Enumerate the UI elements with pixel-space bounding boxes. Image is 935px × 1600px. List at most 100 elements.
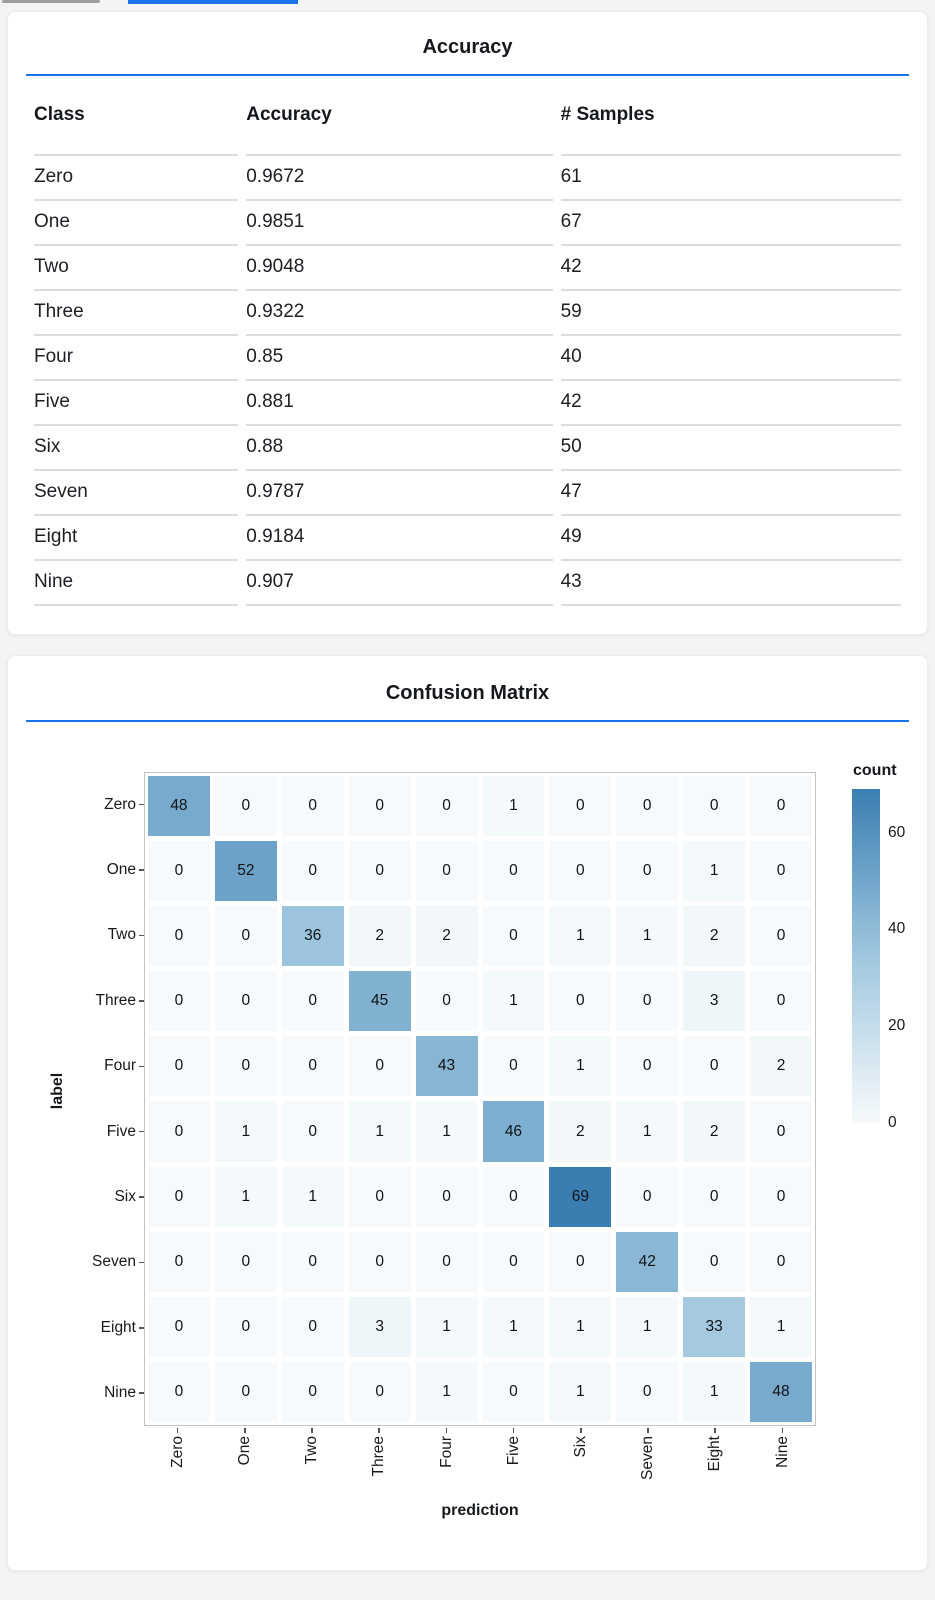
- matrix-cell: 0: [750, 906, 812, 967]
- tab-indicator-inactive[interactable]: [2, 0, 100, 3]
- matrix-cell: 2: [683, 1101, 746, 1162]
- x-tick: Four: [413, 1428, 480, 1480]
- matrix-cell: 0: [616, 1361, 679, 1422]
- y-tick-label: Zero: [32, 772, 144, 837]
- matrix-cell: 1: [214, 1166, 277, 1227]
- y-tick-label: Seven: [32, 1230, 144, 1295]
- table-cell: 0.9048: [246, 246, 553, 291]
- matrix-cell: 0: [348, 1166, 411, 1227]
- column-header-class: Class: [34, 104, 239, 156]
- y-tick-mark: [139, 803, 144, 806]
- matrix-cell: 0: [214, 1231, 277, 1292]
- x-axis-title: prediction: [441, 1502, 519, 1519]
- x-tick-mark: [378, 1428, 380, 1433]
- x-tick: Seven: [614, 1428, 681, 1480]
- matrix-cell: 45: [348, 971, 411, 1032]
- x-tick: Three: [346, 1428, 413, 1480]
- table-cell: 42: [560, 381, 901, 426]
- y-tick-label: Two: [32, 903, 144, 968]
- matrix-cell: 0: [214, 906, 277, 967]
- x-tick-mark: [244, 1428, 246, 1433]
- x-tick-label: Seven: [639, 1436, 657, 1480]
- matrix-cell: 0: [348, 776, 411, 837]
- y-tick-mark: [139, 1392, 144, 1394]
- legend-title: count: [853, 762, 897, 779]
- y-tick-label: Three: [32, 968, 144, 1033]
- matrix-cell: 0: [549, 841, 612, 902]
- table-cell: 50: [560, 426, 901, 471]
- matrix-cell: 0: [348, 841, 411, 902]
- matrix-cell: 0: [148, 906, 210, 967]
- matrix-cell: 0: [148, 1036, 210, 1097]
- matrix-cell: 0: [281, 1036, 344, 1097]
- table-cell: Zero: [34, 156, 239, 201]
- table-cell: Eight: [34, 516, 239, 561]
- color-legend: count 0 20 40 60: [852, 762, 935, 1131]
- title-underline: [26, 720, 909, 722]
- x-tick: Six: [547, 1428, 614, 1480]
- column-header-samples: # Samples: [560, 104, 901, 156]
- table-row: Two 0.9048 42: [34, 246, 901, 291]
- matrix-cell: 0: [616, 1166, 679, 1227]
- matrix-cell: 0: [549, 971, 612, 1032]
- accuracy-table: Class Accuracy # Samples Zero 0.9672 61 One…: [26, 104, 909, 606]
- x-tick-label: One: [236, 1436, 254, 1466]
- y-tick-mark: [139, 1065, 144, 1067]
- y-tick-mark: [139, 1130, 144, 1133]
- x-tick-mark: [512, 1428, 515, 1433]
- matrix-cell: 1: [549, 906, 612, 967]
- matrix-cell: 1: [616, 1101, 679, 1162]
- x-tick-mark: [311, 1428, 313, 1433]
- matrix-cell: 69: [549, 1166, 612, 1227]
- table-cell: 0.9672: [246, 156, 553, 201]
- table-cell: 0.85: [246, 336, 553, 381]
- matrix-cell: 0: [214, 971, 277, 1032]
- matrix-cell: 0: [281, 1231, 344, 1292]
- x-tick-label: Eight: [706, 1436, 724, 1472]
- table-cell: 0.9322: [246, 291, 553, 336]
- matrix-cell: 0: [148, 971, 210, 1032]
- x-tick-mark: [445, 1428, 448, 1433]
- matrix-cell: 0: [281, 841, 344, 902]
- x-tick-label: Zero: [168, 1436, 186, 1468]
- table-row: Eight 0.9184 49: [34, 516, 901, 561]
- matrix-cell: 1: [482, 971, 545, 1032]
- matrix-cell: 42: [616, 1231, 679, 1292]
- matrix-cell: 0: [549, 1231, 612, 1292]
- matrix-cell: 0: [683, 1166, 746, 1227]
- matrix-cell: 0: [214, 1361, 277, 1422]
- matrix-cell: 0: [281, 971, 344, 1032]
- matrix-cell: 0: [482, 1036, 545, 1097]
- matrix-cell: 0: [281, 776, 344, 837]
- table-cell: 61: [560, 156, 901, 201]
- matrix-cell: 3: [348, 1296, 411, 1357]
- x-tick-mark: [176, 1428, 179, 1433]
- table-row: Three 0.9322 59: [34, 291, 901, 336]
- matrix-cell: 0: [616, 841, 679, 902]
- matrix-cell: 1: [616, 1296, 679, 1357]
- matrix-cell: 33: [683, 1296, 746, 1357]
- x-tick: Nine: [749, 1428, 816, 1480]
- matrix-cell: 0: [415, 841, 478, 902]
- tab-indicator-active[interactable]: [128, 0, 298, 4]
- table-cell: Five: [34, 381, 239, 426]
- x-tick-label: Four: [437, 1436, 455, 1468]
- matrix-cell: 0: [750, 841, 812, 902]
- matrix-cell: 48: [750, 1361, 812, 1422]
- y-axis-tick-labels: Zero One Two Three Four Five Six Seven Eight Nine: [32, 772, 144, 1426]
- matrix-cell: 0: [348, 1361, 411, 1422]
- matrix-cell: 0: [415, 776, 478, 837]
- matrix-cell: 0: [482, 1231, 545, 1292]
- table-row: Nine 0.907 43: [34, 561, 901, 606]
- matrix-cell: 0: [683, 776, 746, 837]
- matrix-cell: 1: [549, 1036, 612, 1097]
- table-row: One 0.9851 67: [34, 201, 901, 246]
- matrix-cell: 0: [616, 971, 679, 1032]
- matrix-cell: 52: [214, 841, 277, 902]
- matrix-cell: 0: [214, 1296, 277, 1357]
- matrix-cell: 1: [683, 841, 746, 902]
- legend-tick-label: 20: [888, 1017, 906, 1035]
- x-tick-label: Two: [303, 1436, 321, 1465]
- matrix-cell: 1: [415, 1361, 478, 1422]
- matrix-cell: 0: [148, 841, 210, 902]
